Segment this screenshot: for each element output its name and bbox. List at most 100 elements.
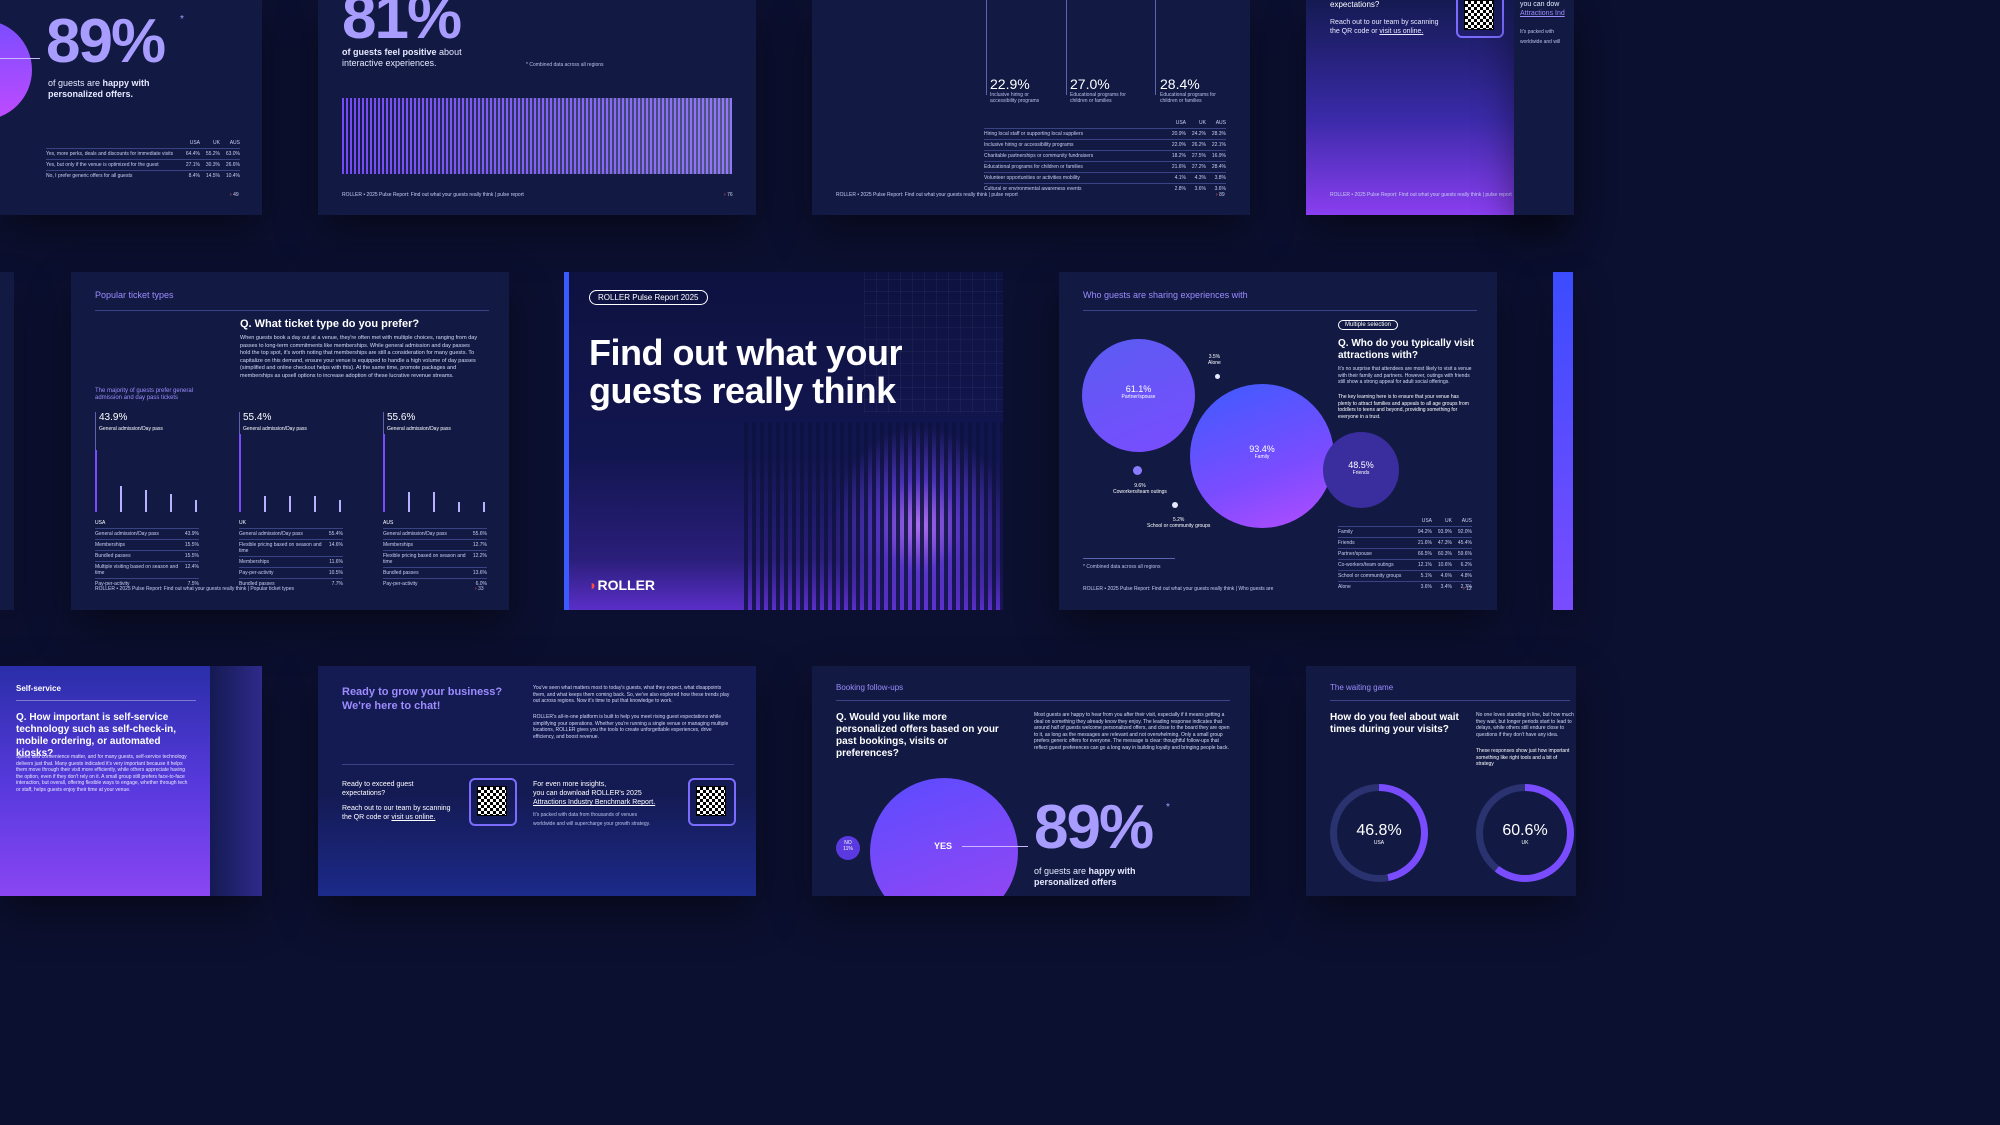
report-page-booking-follow-ups: Booking follow-ups Q. Would you like mor…	[812, 666, 1250, 896]
asterisk: *	[1166, 802, 1170, 813]
leader-line	[0, 58, 40, 59]
table-row: Yes, more perks, deals and discounts for…	[46, 148, 240, 159]
cover-grid-overlay	[864, 272, 1003, 412]
divider	[1083, 558, 1175, 559]
table-row: Memberships 15.5%	[95, 539, 199, 550]
bubble-alone-label: 3.5% Alone	[1208, 354, 1221, 366]
table-row: Charitable partnerships or community fun…	[984, 150, 1226, 161]
bubble-partner-label: 61.1% Partner/spouse	[1121, 384, 1156, 400]
body-paragraph: Speed and convenience matter, and for ma…	[16, 754, 188, 793]
qr-frame	[1456, 0, 1504, 38]
table-header: USA UK AUS	[189, 140, 240, 146]
bubble-alone	[1215, 374, 1220, 379]
divider	[1083, 310, 1477, 311]
stat-3: 28.4% Educational programs for children …	[1160, 76, 1216, 104]
question-heading: How do you feel about wait times during y…	[1330, 712, 1459, 735]
visit-online-link[interactable]: visit us online.	[391, 814, 436, 821]
report-page-ticket-types: Popular ticket types Q. What ticket type…	[71, 272, 509, 610]
stat-big-number: 89%	[46, 7, 166, 76]
no-bubble-label: NO 11%	[843, 840, 853, 852]
chart-subtitle: The majority of guests prefer general ad…	[95, 388, 194, 401]
table-row: Memberships 12.7%	[383, 539, 487, 550]
stat-description: of guests are happy with personalized off…	[1034, 866, 1136, 887]
roller-logo: ◗ROLLER	[589, 577, 656, 593]
body-paragraph-2: ROLLER's all-in-one platform is built to…	[533, 714, 729, 740]
report-page-edge-left	[0, 272, 14, 610]
section-title: Booking follow-ups	[836, 683, 904, 692]
divider	[342, 764, 734, 765]
qr-frame-1	[469, 778, 517, 826]
region-panel-aus: 55.6% General admission/Day pass AUS Gen…	[383, 412, 487, 587]
table-row: School or community groups 5.1% 4.6% 4.8%	[1338, 570, 1472, 581]
page-footer: ROLLER • 2025 Pulse Report: Find out wha…	[342, 192, 524, 198]
table-header: USA UK AUS	[1175, 120, 1226, 126]
table-row: No, I prefer generic offers for all gues…	[46, 170, 240, 181]
table-row: Inclusive hiring or accessibility progra…	[984, 139, 1226, 150]
report-page-wait-times: The waiting game How do you feel about w…	[1306, 666, 1576, 896]
benchmark-report-link[interactable]: Attractions Industry Benchmark Report.	[533, 799, 656, 806]
bubble-coworkers	[1133, 466, 1142, 475]
question-heading: Q. Would you like more personalized offe…	[836, 712, 999, 759]
report-page-companions: Who guests are sharing experiences with …	[1059, 272, 1497, 610]
report-cover[interactable]: ROLLER Pulse Report 2025 Find out what y…	[564, 272, 1003, 610]
page-number: › 76	[724, 192, 733, 198]
table-row: General admission/Day pass 43.9%	[95, 528, 199, 539]
table-row: Cultural or environmental awareness even…	[984, 183, 1226, 194]
no-bubble	[836, 836, 860, 860]
cta-text: you can dow Attractions Ind It's packed wi…	[1520, 1, 1565, 45]
table-row: Pay-per-activity 6.0%	[383, 578, 487, 589]
page-number: › 12	[1463, 586, 1472, 592]
bubble-coworkers-label: 9.6% Coworkers/team outings	[1113, 483, 1167, 495]
offers-table: USA UK AUS Yes, more perks, deals and disco…	[46, 138, 240, 181]
divider	[16, 700, 196, 701]
cover-accent-bar	[564, 272, 569, 610]
section-title: Who guests are sharing experiences with	[1083, 290, 1248, 300]
body-paragraph-2: These responses show just how important …	[1476, 748, 1570, 767]
section-title: Popular ticket types	[95, 290, 174, 300]
roller-logo-icon: ◗	[589, 577, 598, 593]
bar-pattern-fade	[342, 98, 732, 174]
divider	[986, 0, 987, 95]
table-row: Bundled passes 15.5%	[95, 550, 199, 561]
divider	[836, 700, 1230, 701]
table-row: Co-workers/team outings 12.1% 10.6% 6.2%	[1338, 559, 1472, 570]
asterisk: *	[180, 14, 184, 25]
section-title: Self-service	[16, 684, 61, 693]
purple-panel	[0, 666, 210, 896]
visit-link[interactable]: visit us online.	[1379, 28, 1424, 35]
cta-question: expectations?	[1330, 0, 1380, 9]
page-footer: ROLLER • 2025 Pulse Report: Find out wha…	[1083, 586, 1274, 592]
stat-description: of guests feel positive about interactive…	[342, 47, 462, 68]
bubble-family	[1190, 384, 1334, 528]
table-row: Bundled passes 13.6%	[383, 567, 487, 578]
stat-description: of guests are happy with personalized off…	[48, 78, 150, 99]
divider	[1066, 0, 1067, 95]
region-panel-uk: 55.4% General admission/Day pass UK Gene…	[239, 412, 343, 587]
divider	[95, 310, 489, 311]
stat-1: 22.9% Inclusive hiring or accessibility …	[990, 76, 1040, 104]
report-page-interactive-experiences: 81% of guests feel positive about interac…	[318, 0, 756, 215]
donut-uk-hole	[1483, 791, 1567, 875]
qr-code-2[interactable]	[696, 786, 726, 816]
table-row: Pay-per-activity 7.5%	[95, 578, 199, 589]
table-row: Bundled passes 7.7%	[239, 578, 343, 589]
table-row: Educational programs for children or fam…	[984, 161, 1226, 172]
report-page-self-service: Self-service Q. How important is self-se…	[0, 666, 262, 896]
question-heading: Q. Who do you typically visit attraction…	[1338, 338, 1475, 361]
bar-pattern-graphic	[342, 98, 732, 174]
page-number: › 33	[475, 586, 484, 592]
stat-2: 27.0% Educational programs for children …	[1070, 76, 1126, 104]
question-heading: Q. How important is self-service technol…	[16, 712, 177, 759]
table-row: Partner/spouse 66.5% 60.3% 59.6%	[1338, 548, 1472, 559]
table-row: Family 94.2% 93.9% 92.0%	[1338, 526, 1472, 537]
divider	[1330, 700, 1570, 701]
body-paragraph-1: It's no surprise that attendees are most…	[1338, 366, 1472, 385]
purple-circle-graphic	[0, 20, 32, 120]
body-paragraph: When guests book a day out at a venue, t…	[240, 335, 478, 379]
qr-code-1[interactable]	[477, 786, 507, 816]
cover-badge: ROLLER Pulse Report 2025	[589, 290, 708, 305]
table-row: Yes, but only if the venue is optimized …	[46, 159, 240, 170]
report-page-community-programs: 22.9% Inclusive hiring or accessibility …	[812, 0, 1250, 215]
donut-usa-hole	[1337, 791, 1421, 875]
table-row: Alone 3.6% 3.4% 2.7%	[1338, 581, 1472, 592]
